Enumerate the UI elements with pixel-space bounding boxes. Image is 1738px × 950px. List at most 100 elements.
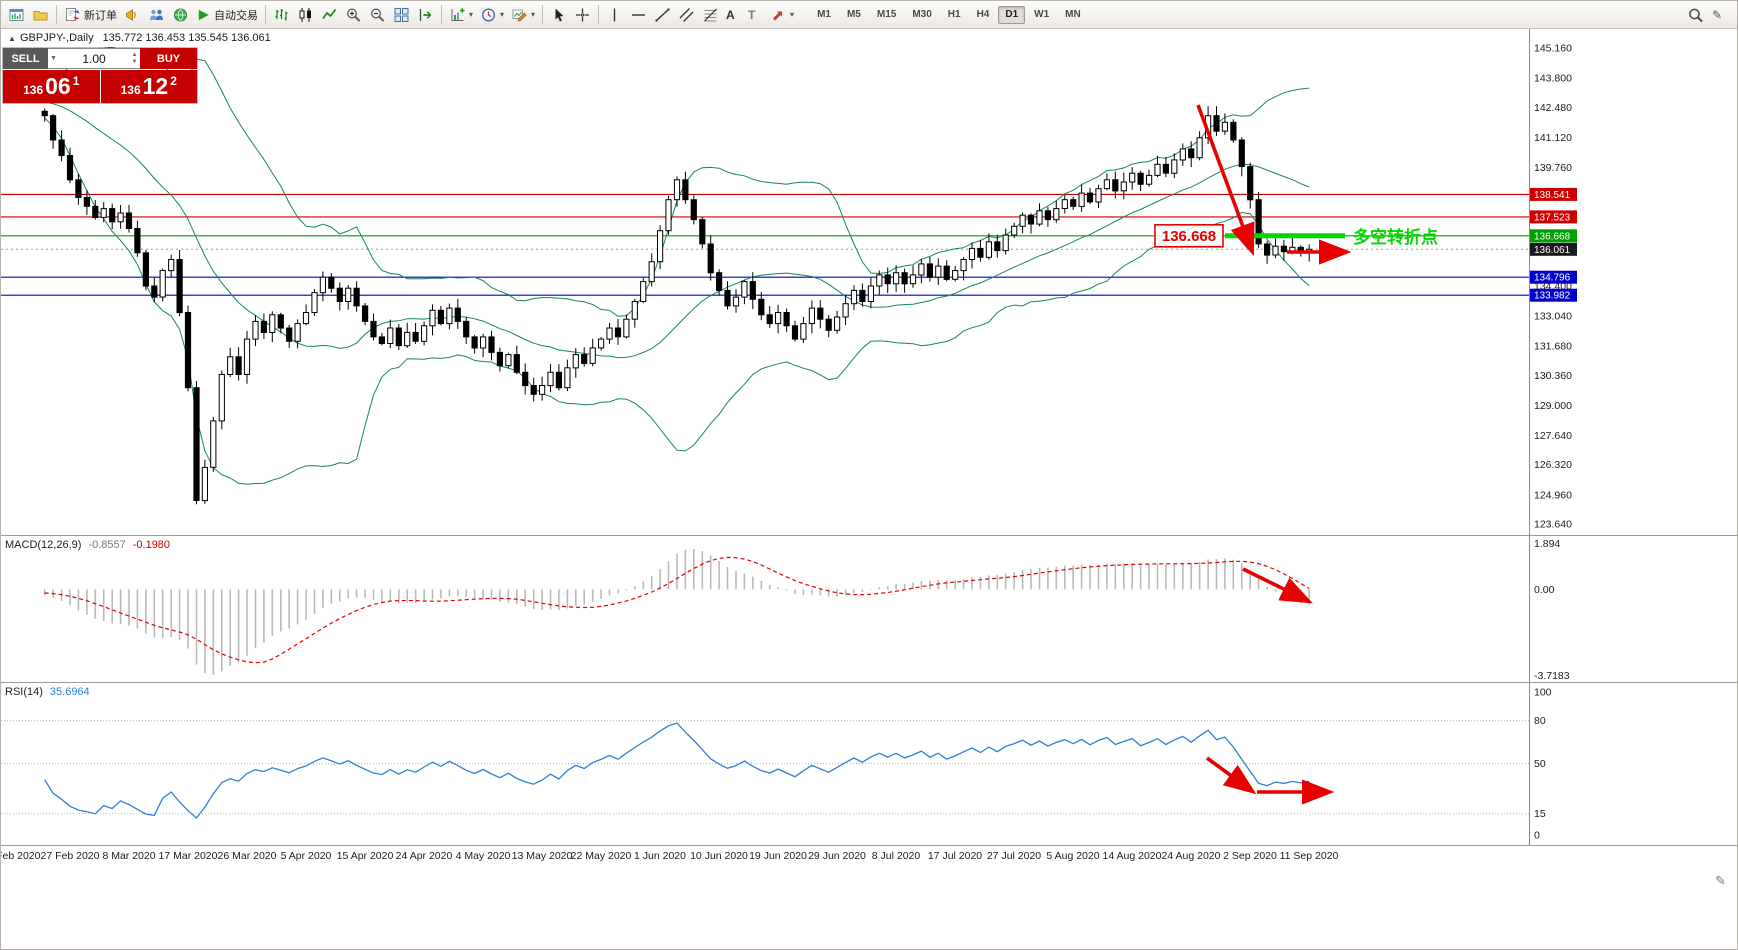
new-order-button[interactable]: 新订单 <box>61 4 120 26</box>
svg-text:5 Apr 2020: 5 Apr 2020 <box>281 850 332 862</box>
timeframe-m30-button[interactable]: M30 <box>905 6 938 24</box>
zoom-in-icon <box>347 8 361 22</box>
volume-spinner[interactable]: ▲ ▼ <box>129 52 140 66</box>
rsi-panel[interactable]: 100 80 50 15 0 RSI(14) 35.6964 <box>1 682 1738 845</box>
volume-field[interactable]: ▼ 1.00 ▲ ▼ <box>48 48 140 69</box>
sell-button[interactable]: SELL <box>3 48 48 69</box>
indicators-icon <box>451 7 465 21</box>
svg-text:15: 15 <box>1534 808 1546 820</box>
profiles-button[interactable] <box>29 4 52 26</box>
macd-panel[interactable]: 1.894 0.00 -3.7183 MACD(12,26,9) -0.8557 -0.… <box>1 535 1738 682</box>
buy-price-pips: 12 <box>142 73 169 99</box>
quick-edit-pencil-icon[interactable]: ✎ <box>1715 873 1726 888</box>
toolbar-separator <box>598 5 600 24</box>
label-tool-button[interactable]: T <box>745 4 766 26</box>
globe-icon <box>174 8 187 21</box>
timeframe-m5-button[interactable]: M5 <box>840 6 868 24</box>
zoom-out-icon <box>371 8 385 22</box>
contacts-button[interactable] <box>145 4 168 26</box>
channel-button[interactable] <box>675 4 698 26</box>
fibonacci-button[interactable] <box>699 4 722 26</box>
svg-text:124.960: 124.960 <box>1534 489 1572 501</box>
dropdown-caret-icon: ▾ <box>790 9 795 19</box>
indicators-button[interactable]: ▾ <box>446 4 476 26</box>
bars-chart-button[interactable] <box>270 4 293 26</box>
buy-price-display[interactable]: 136 12 2 <box>100 70 197 103</box>
main-chart-content: 136.668 多空转折点 145.160 143.800 142.480 141.120… <box>1 29 1737 535</box>
autotrading-play-icon <box>198 9 209 20</box>
community-button[interactable] <box>169 4 192 26</box>
channel-icon <box>679 7 694 22</box>
timeframe-h4-button[interactable]: H4 <box>970 6 997 24</box>
toolbar-separator <box>265 5 266 24</box>
megaphone-icon <box>126 8 136 21</box>
svg-text:136.061: 136.061 <box>1534 245 1571 256</box>
line-chart-button[interactable] <box>318 4 341 26</box>
svg-text:5 Aug 2020: 5 Aug 2020 <box>1046 850 1099 862</box>
zoom-in-button[interactable] <box>342 4 365 26</box>
timeframe-d1-button[interactable]: D1 <box>998 5 1026 24</box>
macd-content: 1.894 0.00 -3.7183 <box>1 535 1737 682</box>
fibonacci-icon <box>704 8 717 21</box>
svg-text:27 Feb 2020: 27 Feb 2020 <box>41 850 100 862</box>
tile-windows-button[interactable] <box>390 4 413 26</box>
toolbar: 新订单 自动交易 ▾ ▾ ▾ A T ▾ M1 M5 M15 M30 H1 H4 D1 W1 <box>1 1 1737 29</box>
bars-chart-icon <box>275 8 288 20</box>
empty-area <box>1 865 1737 949</box>
trendline-button[interactable] <box>651 4 674 26</box>
candles-chart-button[interactable] <box>294 4 317 26</box>
new-chart-button[interactable] <box>5 4 28 26</box>
svg-text:29 Jun 2020: 29 Jun 2020 <box>808 850 866 862</box>
text-tool-icon: A <box>726 7 735 22</box>
edit-button[interactable]: ✎ <box>1709 4 1730 26</box>
candles-chart-icon <box>299 7 311 22</box>
svg-text:126.320: 126.320 <box>1534 459 1572 471</box>
cursor-button[interactable] <box>547 4 570 26</box>
template-icon <box>512 9 527 22</box>
svg-text:133.040: 133.040 <box>1534 311 1572 323</box>
svg-text:80: 80 <box>1534 715 1546 727</box>
timeframe-mn-button[interactable]: MN <box>1058 6 1088 24</box>
timeframe-m1-button[interactable]: M1 <box>810 6 838 24</box>
label-tool-icon: T <box>748 7 756 22</box>
volume-dropdown-icon[interactable]: ▼ <box>50 55 57 62</box>
volume-value[interactable]: 1.00 <box>82 51 106 66</box>
svg-text:17 Mar 2020: 17 Mar 2020 <box>159 850 218 862</box>
periods-button[interactable]: ▾ <box>477 4 507 26</box>
search-button[interactable] <box>1684 4 1707 26</box>
crosshair-button[interactable] <box>571 4 594 26</box>
arrows-tool-button[interactable]: ▾ <box>767 4 797 26</box>
chart-area: 136.668 多空转折点 145.160 143.800 142.480 141.120… <box>1 29 1738 949</box>
timeframe-h1-button[interactable]: H1 <box>941 6 968 24</box>
svg-text:8 Mar 2020: 8 Mar 2020 <box>102 850 155 862</box>
buy-button[interactable]: BUY <box>140 48 197 69</box>
folder-icon <box>33 10 48 20</box>
timeframe-m15-button[interactable]: M15 <box>870 6 903 24</box>
chart-shift-button[interactable] <box>414 4 437 26</box>
main-chart[interactable]: 136.668 多空转折点 145.160 143.800 142.480 141.120… <box>1 29 1738 535</box>
svg-text:142.480: 142.480 <box>1534 102 1572 114</box>
spinner-up-icon[interactable]: ▲ <box>131 51 138 58</box>
text-tool-button[interactable]: A <box>723 4 744 26</box>
megaphone-button[interactable] <box>121 4 144 26</box>
svg-text:17 Jul 2020: 17 Jul 2020 <box>928 850 982 862</box>
autotrading-button[interactable]: 自动交易 <box>193 4 261 26</box>
timeframe-w1-button[interactable]: W1 <box>1027 6 1056 24</box>
contacts-icon <box>150 9 163 20</box>
vertical-line-button[interactable] <box>603 4 626 26</box>
sell-price-display[interactable]: 136 06 1 <box>3 70 100 103</box>
templates-button[interactable]: ▾ <box>508 4 538 26</box>
dropdown-caret-icon: ▾ <box>531 9 536 19</box>
svg-text:8 Jul 2020: 8 Jul 2020 <box>872 850 921 862</box>
toolbar-separator <box>441 5 442 24</box>
one-click-toggle[interactable]: ▲ <box>8 34 16 43</box>
zoom-out-button[interactable] <box>366 4 389 26</box>
horizontal-line-button[interactable] <box>627 4 650 26</box>
svg-text:0.00: 0.00 <box>1534 584 1555 596</box>
spinner-down-icon[interactable]: ▼ <box>131 58 138 65</box>
toolbar-right-group: ✎ <box>1684 4 1730 26</box>
search-icon <box>1689 8 1703 22</box>
svg-text:11 Sep 2020: 11 Sep 2020 <box>1280 850 1339 862</box>
sell-price-pips: 06 <box>45 73 71 99</box>
